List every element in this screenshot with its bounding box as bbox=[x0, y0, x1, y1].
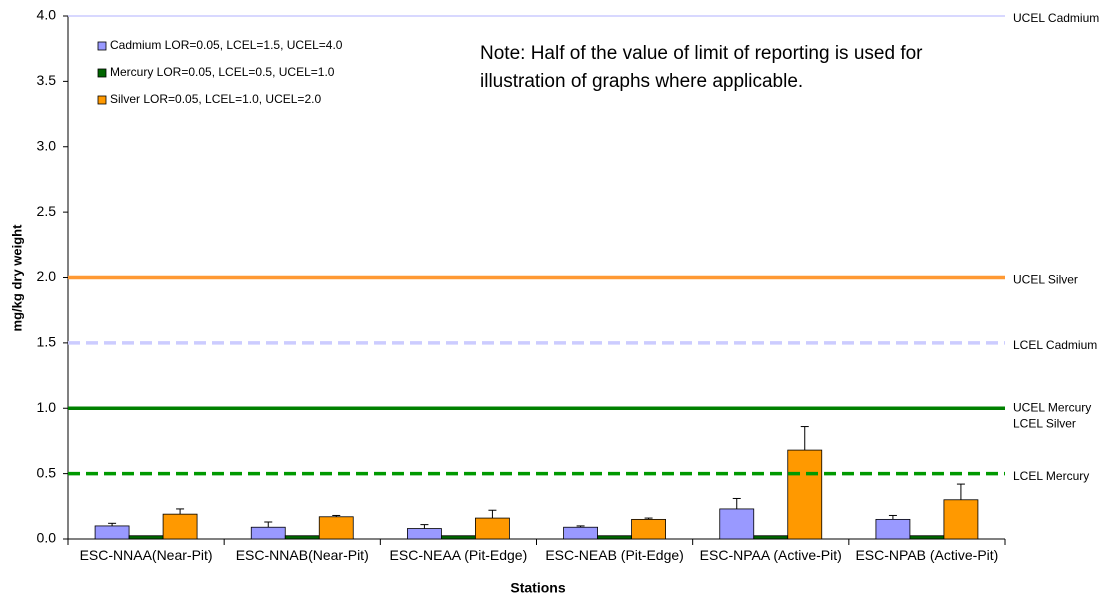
bar bbox=[318, 516, 354, 540]
bar bbox=[719, 508, 755, 540]
legend-label: Silver LOR=0.05, LCEL=1.0, UCEL=2.0 bbox=[110, 92, 321, 106]
bar bbox=[284, 535, 320, 540]
bar bbox=[250, 526, 286, 540]
y-tick-label: 2.5 bbox=[37, 203, 57, 219]
error-bar bbox=[176, 508, 185, 515]
bar bbox=[128, 535, 164, 540]
x-tick-label: ESC-NNAB(Near-Pit) bbox=[235, 547, 369, 563]
error-bar bbox=[420, 524, 429, 529]
legend-swatch bbox=[97, 95, 107, 105]
x-tick-label: ESC-NPAB (Active-Pit) bbox=[855, 547, 999, 563]
x-tick-label: ESC-NNAA(Near-Pit) bbox=[79, 547, 213, 563]
error-bar bbox=[800, 426, 809, 451]
error-bar bbox=[576, 525, 585, 528]
y-axis-label: mg/kg dry weight bbox=[9, 224, 24, 332]
y-tick-label: 1.0 bbox=[37, 399, 57, 415]
x-tick-label: ESC-NPAA (Active-Pit) bbox=[699, 547, 842, 563]
bar bbox=[162, 513, 198, 540]
y-tick-label: 3.5 bbox=[37, 72, 57, 88]
bar bbox=[631, 518, 666, 540]
x-axis-label: Stations bbox=[510, 580, 565, 596]
y-tick-label: 1.5 bbox=[37, 334, 57, 350]
legend-label: Cadmium LOR=0.05, LCEL=1.5, UCEL=4.0 bbox=[110, 38, 343, 52]
legend-label: Mercury LOR=0.05, LCEL=0.5, UCEL=1.0 bbox=[110, 65, 335, 79]
bar bbox=[563, 526, 598, 540]
error-bar bbox=[644, 517, 653, 520]
reference-label: UCEL Cadmium bbox=[1013, 11, 1099, 25]
error-bar bbox=[888, 514, 897, 520]
bar bbox=[94, 525, 130, 540]
bar bbox=[407, 528, 442, 540]
reference-label: UCEL Silver bbox=[1013, 273, 1078, 287]
error-bar bbox=[488, 509, 497, 519]
reference-label: LCEL Cadmium bbox=[1013, 338, 1097, 352]
y-tick-label: 0.5 bbox=[37, 464, 57, 480]
error-bar bbox=[956, 483, 965, 500]
error-bar bbox=[732, 497, 741, 509]
bar bbox=[753, 535, 789, 540]
y-tick-label: 2.0 bbox=[37, 268, 57, 284]
legend-swatch bbox=[97, 68, 107, 78]
note: Note: Half of the value of limit of repo… bbox=[480, 43, 923, 92]
bar bbox=[787, 449, 823, 540]
reference-label: LCEL Mercury bbox=[1013, 469, 1089, 483]
bar bbox=[943, 499, 979, 540]
reference-label: UCEL Mercury bbox=[1013, 400, 1091, 414]
x-tick-label: ESC-NEAA (Pit-Edge) bbox=[389, 547, 528, 563]
error-bar bbox=[332, 514, 341, 517]
reference-label: LCEL Silver bbox=[1013, 416, 1076, 430]
y-tick-label: 0.0 bbox=[37, 530, 57, 546]
bar bbox=[909, 535, 945, 540]
x-tick-label: ESC-NEAB (Pit-Edge) bbox=[545, 547, 684, 563]
bar bbox=[597, 535, 632, 540]
bar bbox=[475, 517, 510, 540]
y-tick-label: 3.0 bbox=[37, 137, 57, 153]
bar bbox=[875, 518, 911, 540]
bar bbox=[441, 535, 476, 540]
error-bar bbox=[264, 521, 273, 528]
legend-swatch bbox=[97, 41, 107, 51]
error-bar bbox=[108, 522, 117, 526]
y-tick-label: 4.0 bbox=[37, 7, 57, 23]
